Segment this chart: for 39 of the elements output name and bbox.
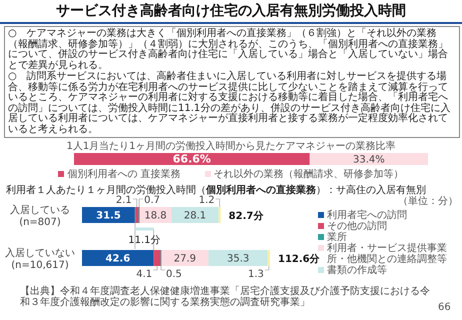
data-label: 1.2 — [198, 195, 215, 206]
data-label: 18.8 — [144, 210, 167, 222]
data-label: 28.1 — [184, 210, 206, 222]
chart-subtitle: 1人1月当たり1ヶ月間の労働投入時間から見たケアマネジャーの業務比率 — [65, 140, 397, 153]
legend-label: 業所 — [326, 232, 347, 243]
bar — [161, 250, 208, 266]
data-label: 1.3 — [248, 269, 264, 280]
text: 112.6分 — [278, 253, 321, 265]
bar — [82, 250, 154, 266]
data-label: 4.1 — [136, 269, 152, 280]
text: （単位：分） — [398, 195, 458, 207]
legend-label: 利用者宅への訪問 — [326, 210, 408, 221]
legend-label: 利用者・サービス提供事業所・他機関との連絡調整等 — [326, 243, 448, 265]
legend-label: それ以外の業務（報酬請求、研修参加等） — [212, 169, 404, 180]
bar — [208, 250, 268, 266]
legend-label: その他の訪問 — [326, 221, 388, 232]
legend-label: 書類の作成等 — [326, 265, 388, 276]
legend-label: 個別利用者への 直接業務 — [66, 169, 181, 180]
data-label: 33.4% — [352, 154, 385, 166]
bar — [154, 250, 161, 266]
data-label: 0.5 — [166, 269, 182, 280]
bar — [171, 207, 219, 223]
text: ○ 訪問系サービスにおいては、高齢者住まいに入居している利用者に対しサービスを提供する場合、移動等に係る労力が在宅利用者へのサービス提供に比して少ないことを踏まえて減算を行っているところ、ケアマネジャーの利用者に対する支援における移動等に着目した場合、「利用者宅への訪問」については、労働投入時間に11.1分の差があり、併設のサービス付き高齢者向け住宅に入居している利用者については、ケアマネジャーが直接利用者と接する業務が一定程度効率化されていると考えられる。 — [8, 71, 452, 135]
data-label: 2.1 — [116, 195, 132, 206]
data-label: 0.7 — [144, 195, 160, 206]
chart-title: 利用者１人あたり１ヶ月間の労働投入時間（個別利用者への直接業務）：サ高住の入居有無別 — [6, 184, 427, 196]
y-tick-label: 入居していない (n=10,617) — [5, 247, 75, 271]
data-label: 35.3 — [226, 254, 250, 264]
y-tick-label: 入居している (n=807) — [10, 204, 70, 228]
data-label: 66.6% — [172, 152, 211, 166]
data-label: 31.5 — [96, 210, 121, 222]
chart-title: サービス付き高齢者向け住宅の入居有無別労働投入時間 — [55, 2, 407, 20]
data-label: 27.9 — [174, 254, 196, 264]
data-label: 42.6 — [106, 254, 130, 264]
text: 66 — [438, 302, 452, 313]
text: ○ ケアマネジャーの業務は大きく「個別利用者への直接業務」（６割強）と「それ以外の業務（報酬請求、研修参加等）」（４割弱）に大別されるが、このうち、「個別利用者への直接業務」について、併設のサービス付き高齢者向け住宅に「入居している」場合と「入居していない」場合とで差異が見られる。 — [8, 28, 449, 70]
annotation: 11.1分 — [128, 234, 160, 246]
text: 【出典】令和４年度調査老人保健健康増進事業「居宅介護支援及び介護予防支援における令和３年度介護報酬改定の影響に関する業務実態の調査研究事業」 — [20, 286, 430, 308]
annotation: 82.7分 — [228, 210, 264, 222]
